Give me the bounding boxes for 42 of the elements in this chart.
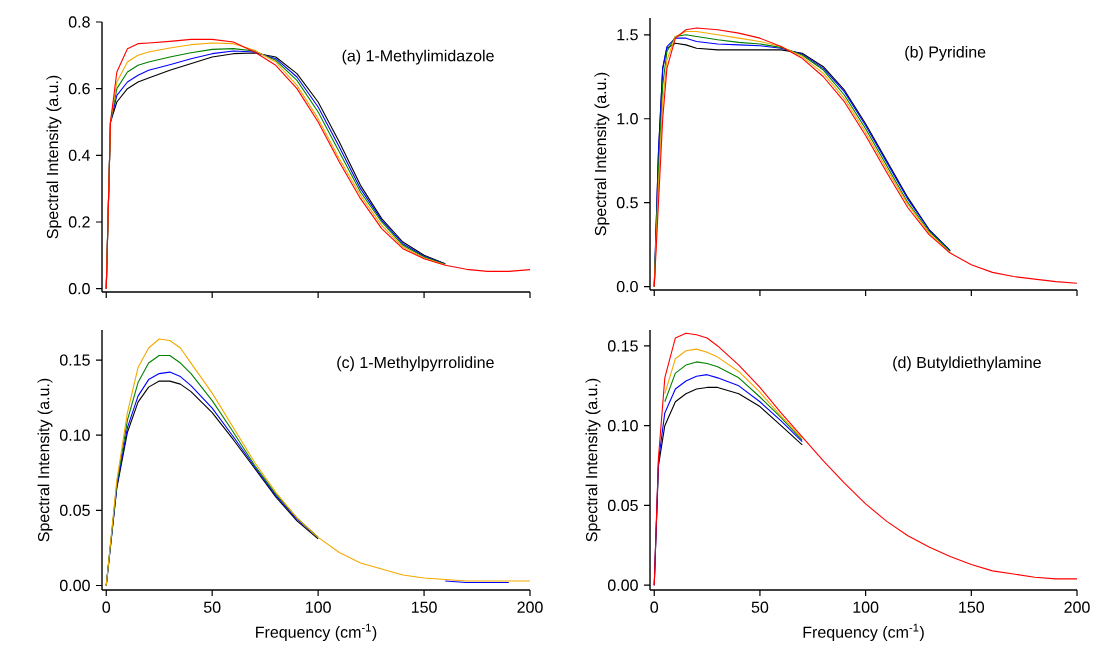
x-tick-label: 100 [306,601,331,613]
y-tick-label: 0.05 [607,499,638,512]
y-tick-label: 0.00 [607,579,638,591]
x-tick-label: 200 [517,601,543,613]
y-tick-label: 1.5 [617,29,638,41]
x-tick-label: 150 [959,601,985,613]
line-series [664,348,803,440]
x-tick-label: 0 [650,601,659,613]
y-tick-label: 0.00 [59,579,90,592]
y-axis-title: Spectral Intensity (a.u.) [594,72,610,236]
x-tick-label: 50 [751,601,769,613]
text: (d) Butyldiethylamine [893,356,1041,372]
y-tick-label: 0.15 [607,340,638,352]
x-tick-label: 50 [203,601,221,613]
y-tick-label: 0.4 [68,149,91,161]
y-axis-title: Spectral Intensity (a.u.) [46,75,62,239]
y-tick-label: 0.0 [68,283,90,295]
x-tick-label: 200 [1064,601,1090,613]
y-tick-label: 1.0 [617,113,638,125]
y-tick-label: 0.10 [607,420,638,432]
y-tick-label: 0.5 [616,197,638,209]
y-axis-title: Spectral Intensity (a.u.) [37,378,53,542]
y-tick-label: 0.15 [59,354,90,366]
line-series [653,332,1078,586]
line-series [664,361,803,441]
x-axis-title: Frequency (cm$^{-1}$) [803,623,924,642]
text: (a) 1-Methylimidazole [342,49,494,65]
x-axis-title: Frequency (cm$^{-1}$) [256,623,377,642]
x-tick-label: 150 [411,601,437,613]
x-tick-label: 100 [853,601,879,613]
y-tick-label: 0.0 [616,280,638,293]
y-tick-label: 0.05 [59,504,90,517]
text: (b) Pyridine [905,45,986,61]
y-tick-label: 0.8 [68,16,90,28]
y-tick-label: 0.10 [59,429,90,441]
y-axis-title: Spectral Intensity (a.u.) [585,378,601,542]
y-tick-label: 0.6 [68,83,90,95]
x-tick-label: 0 [102,601,111,613]
line-series [105,38,531,290]
y-tick-label: 0.2 [68,216,90,228]
text: (c) 1-Methylpyrrolidine [337,356,494,372]
line-series [653,27,1078,288]
